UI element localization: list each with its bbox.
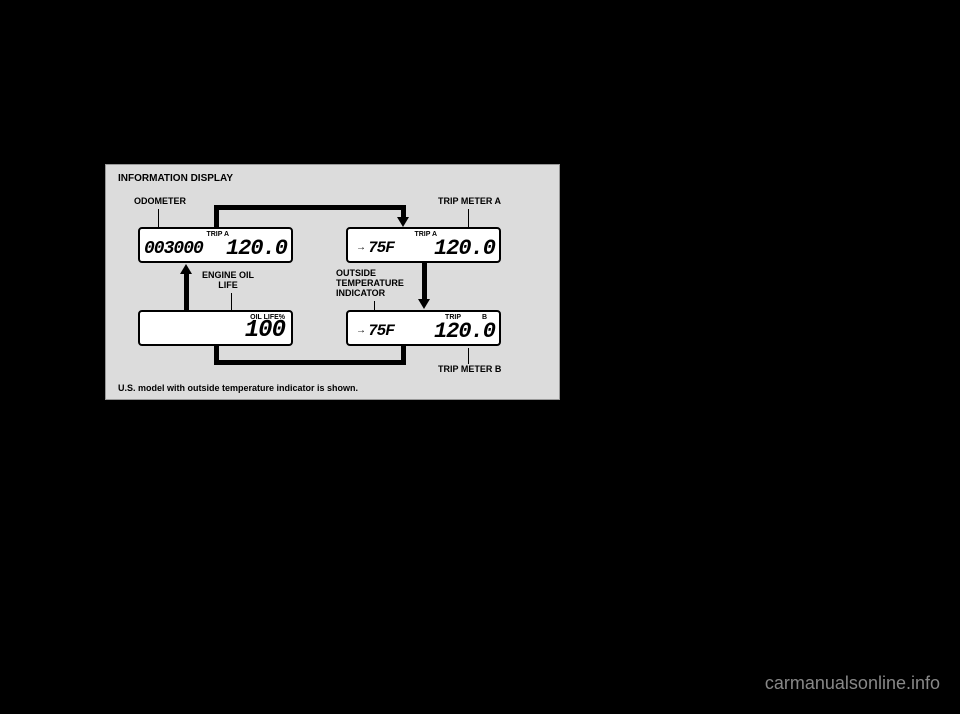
arrow-bottom-h xyxy=(214,360,406,365)
trip-meter-b-label: TRIP METER B xyxy=(438,365,501,375)
lcd-odometer-trip-a: TRIP A 003000 120.0 xyxy=(138,227,293,263)
arrow-top-h xyxy=(214,205,406,210)
lcd4-trip-value: 120.0 xyxy=(434,319,495,344)
lcd4-temp-value: 75F xyxy=(368,322,394,340)
information-display-panel: INFORMATION DISPLAY ODOMETER TRIP METER … xyxy=(105,164,560,400)
arrow-bottom-right-v xyxy=(401,346,406,364)
temp-arrow-icon-2: → xyxy=(356,325,366,336)
arrow-bottom-left-v xyxy=(214,346,219,364)
trip-meter-a-label: TRIP METER A xyxy=(438,197,501,207)
arrow-left-head xyxy=(180,264,192,274)
engine-oil-life-label: ENGINE OIL LIFE xyxy=(202,271,254,291)
lcd-temp-trip-a: TRIP A → 75F 120.0 xyxy=(346,227,501,263)
odometer-pointer xyxy=(158,209,159,227)
panel-title: INFORMATION DISPLAY xyxy=(118,173,233,184)
outside-temp-label: OUTSIDE TEMPERATURE INDICATOR xyxy=(336,269,404,299)
lcd2-trip-value: 120.0 xyxy=(434,236,495,261)
odometer-label: ODOMETER xyxy=(134,197,186,207)
lcd-temp-trip-b: TRIP B → 75F 120.0 xyxy=(346,310,501,346)
temp-arrow-icon: → xyxy=(356,242,366,253)
trip-a-pointer xyxy=(468,209,469,227)
arrow-top-head xyxy=(397,217,409,227)
trip-b-pointer xyxy=(468,348,469,364)
lcd1-trip-value: 120.0 xyxy=(226,236,287,261)
lcd1-odometer-value: 003000 xyxy=(144,239,203,259)
arrow-right-v xyxy=(422,263,427,301)
lcd-oil-life: OIL LIFE% 100 xyxy=(138,310,293,346)
oil-life-pointer xyxy=(231,293,232,310)
arrow-top-left-v xyxy=(214,205,219,227)
lcd2-temp-value: 75F xyxy=(368,239,394,257)
outside-temp-pointer xyxy=(374,301,375,310)
arrow-left-v xyxy=(184,273,189,310)
lcd3-oil-value: 100 xyxy=(245,317,285,344)
footer-note: U.S. model with outside temperature indi… xyxy=(118,383,358,393)
watermark: carmanualsonline.info xyxy=(765,673,940,694)
arrow-right-head xyxy=(418,299,430,309)
